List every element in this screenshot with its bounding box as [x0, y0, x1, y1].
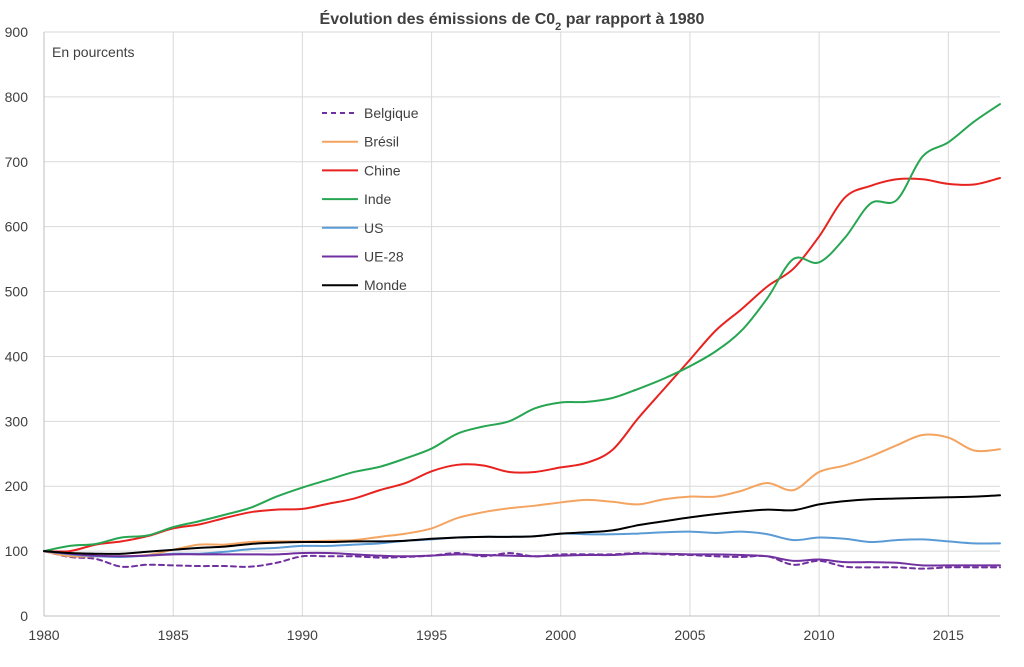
y-tick-label: 0 [20, 608, 28, 624]
legend: Belgique Brésil Chine Inde US UE-28 Monde [322, 105, 419, 293]
series-line-us [43, 530, 1001, 558]
legend-label-ue-28: UE-28 [364, 249, 404, 265]
x-tick-label: 2000 [545, 627, 576, 643]
y-tick-label: 100 [5, 543, 29, 559]
y-tick-label: 700 [5, 154, 29, 170]
legend-label-bresil: Brésil [364, 134, 399, 150]
series-line-monde [43, 494, 1001, 555]
series-lines [43, 103, 1001, 570]
legend-label-chine: Chine [364, 162, 401, 178]
tick-labels: 0 100 200 300 400 500 600 700 800 900 1980 1985 1990… [5, 24, 964, 643]
chart-title-rest: par rapport à 1980 [561, 11, 704, 28]
x-tick-label: 1990 [287, 627, 318, 643]
x-tick-label: 1980 [28, 627, 59, 643]
legend-label-belgique: Belgique [364, 105, 419, 121]
series-line-bresil [43, 433, 1001, 558]
y-tick-label: 800 [5, 89, 29, 105]
chart-title-main: Évolution des émissions de C0 [320, 9, 556, 28]
legend-label-us: US [364, 220, 383, 236]
y-tick-label: 500 [5, 284, 29, 300]
y-tick-label: 200 [5, 478, 29, 494]
x-tick-label: 1995 [416, 627, 447, 643]
chart-title-subscript: 2 [555, 21, 561, 33]
series-line-inde [43, 103, 1001, 553]
series-line-belgique [43, 550, 1001, 570]
axes [43, 32, 1000, 617]
series-line-chine [43, 177, 1001, 553]
x-tick-label: 2015 [933, 627, 964, 643]
unit-annotation: En pourcents [52, 44, 135, 60]
chart-title: Évolution des émissions de C02 par rappo… [320, 9, 705, 33]
y-tick-label: 900 [5, 24, 29, 40]
legend-label-monde: Monde [364, 277, 407, 293]
x-tick-label: 1985 [158, 627, 189, 643]
x-tick-label: 2010 [804, 627, 835, 643]
y-tick-label: 600 [5, 219, 29, 235]
x-tick-label: 2005 [674, 627, 705, 643]
gridlines [44, 31, 1000, 616]
series-line-ue-28 [43, 550, 1001, 567]
legend-label-inde: Inde [364, 191, 391, 207]
y-tick-label: 400 [5, 348, 29, 364]
y-tick-label: 300 [5, 413, 29, 429]
